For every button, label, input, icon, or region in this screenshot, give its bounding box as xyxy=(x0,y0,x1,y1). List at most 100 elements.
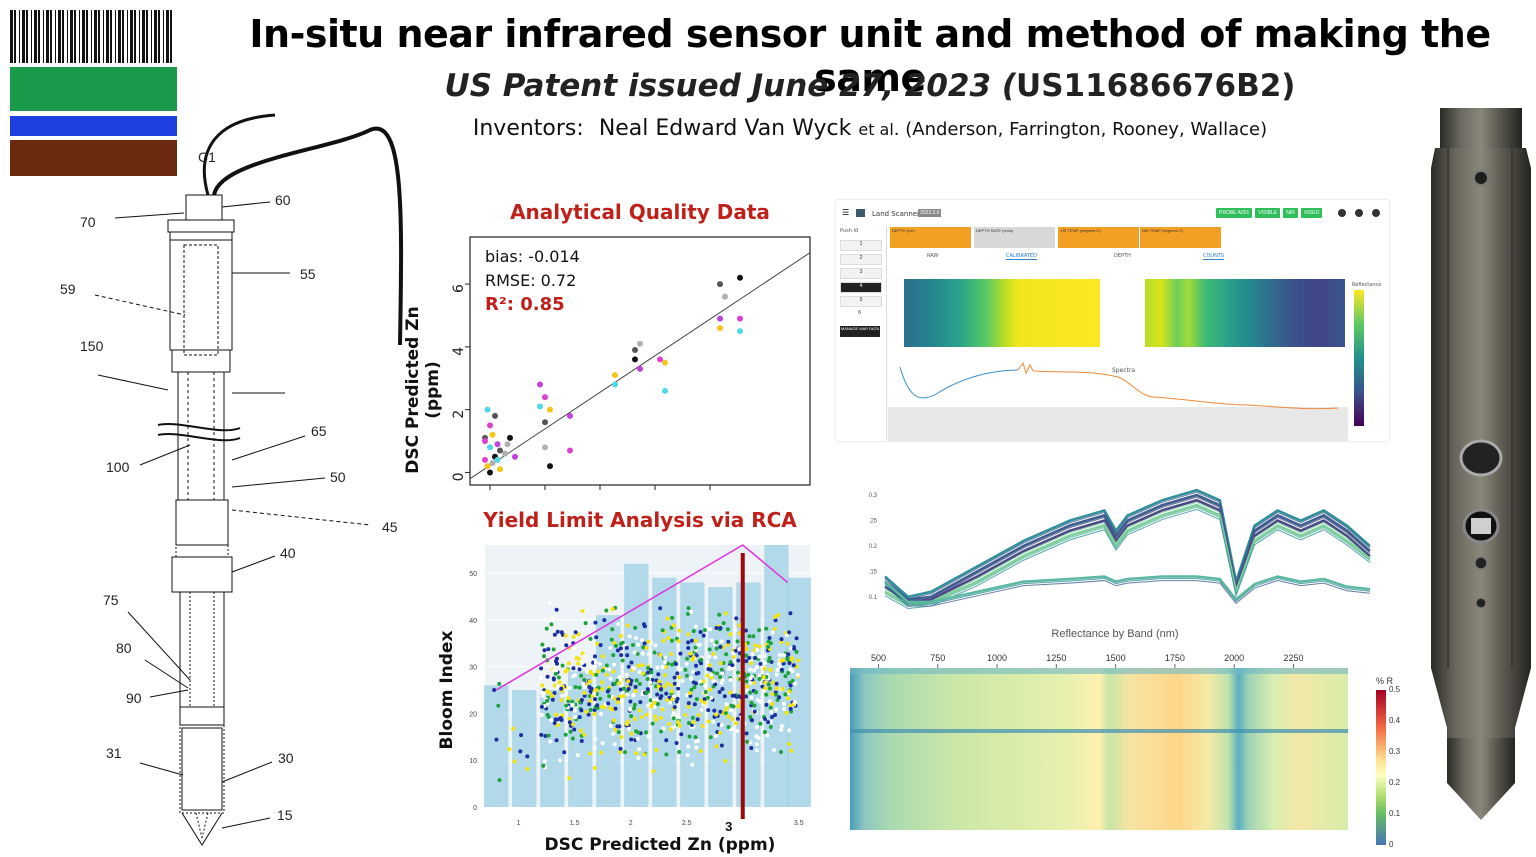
subtab-counts[interactable]: COUNTS xyxy=(1203,253,1225,260)
tab-depth[interactable]: DEPTH (cm) xyxy=(890,227,971,248)
data-point xyxy=(576,661,581,666)
data-point xyxy=(581,681,586,686)
data-point xyxy=(774,707,779,712)
push-item[interactable]: 3 xyxy=(840,268,882,279)
series-line xyxy=(884,498,1371,604)
tab-nir-temp[interactable]: NIR TEMP (degrees C) xyxy=(1140,227,1221,248)
data-point xyxy=(570,736,575,741)
probe-button[interactable]: PROBE A001 xyxy=(1216,208,1253,218)
subtab-calibrated[interactable]: CALIBRATED xyxy=(1006,253,1037,260)
push-item-selected[interactable]: 4 xyxy=(840,282,882,293)
data-point xyxy=(750,718,755,723)
data-point xyxy=(564,703,569,708)
data-point xyxy=(654,717,659,722)
video-button[interactable]: VIDEO xyxy=(1300,208,1323,218)
data-point xyxy=(771,680,776,685)
data-point xyxy=(606,701,611,706)
barcode-bar xyxy=(22,10,25,63)
data-point xyxy=(552,721,557,726)
data-point xyxy=(750,652,755,657)
push-item[interactable]: 5 xyxy=(840,296,882,307)
subtab-depth[interactable]: DEPTH xyxy=(1114,253,1131,259)
subtab-raw[interactable]: RAW xyxy=(927,253,939,259)
data-point xyxy=(542,419,548,426)
data-point xyxy=(762,653,767,658)
data-point xyxy=(747,656,752,661)
data-point xyxy=(732,693,737,698)
push-item[interactable]: 1 xyxy=(840,240,882,251)
colorbar-gradient xyxy=(1376,690,1386,845)
patent-number: US11686676B2) xyxy=(1016,68,1296,104)
visible-button[interactable]: VISIBLE xyxy=(1255,208,1281,218)
data-point xyxy=(702,700,707,705)
data-point xyxy=(748,740,753,745)
data-point xyxy=(689,609,694,614)
data-point xyxy=(567,686,572,691)
data-point xyxy=(787,728,792,733)
data-point xyxy=(693,638,698,643)
data-point xyxy=(770,701,775,706)
data-point xyxy=(758,721,763,726)
drawing-label: 40 xyxy=(280,545,296,561)
data-point xyxy=(690,762,695,767)
push-item[interactable]: 2 xyxy=(840,254,882,265)
data-point xyxy=(586,712,591,717)
data-point xyxy=(618,677,623,682)
dot-icon[interactable] xyxy=(1338,209,1346,217)
data-point xyxy=(542,648,547,653)
data-point xyxy=(487,422,493,429)
data-point xyxy=(694,671,699,676)
data-point xyxy=(762,666,767,671)
dot-icon[interactable] xyxy=(1355,209,1363,217)
data-point xyxy=(582,732,587,737)
patent-drawing: C1 70 60 55 59 150 100 65 50 45 40 75 80… xyxy=(60,113,404,846)
data-point xyxy=(744,694,749,699)
data-point xyxy=(620,640,625,645)
data-point xyxy=(713,733,718,738)
push-item[interactable]: 6 xyxy=(858,310,862,316)
nir-button[interactable]: NIR xyxy=(1283,208,1298,218)
data-point xyxy=(489,460,496,467)
data-point xyxy=(763,716,768,721)
data-point xyxy=(686,632,691,637)
data-point xyxy=(613,727,618,732)
y-tick-label: 0.2 xyxy=(869,544,878,550)
data-point xyxy=(652,714,657,719)
barcode-bar xyxy=(10,10,13,63)
data-point xyxy=(669,652,674,657)
data-point xyxy=(484,463,491,470)
data-point xyxy=(745,684,750,689)
data-point xyxy=(618,746,623,751)
data-point xyxy=(709,638,714,643)
data-point xyxy=(637,682,642,687)
data-point xyxy=(665,616,670,621)
data-point xyxy=(657,679,662,684)
data-point xyxy=(588,708,593,713)
data-point xyxy=(567,447,573,454)
barcode-bar xyxy=(46,10,49,63)
barcode-bar xyxy=(142,10,145,63)
data-point xyxy=(551,647,556,652)
inventor-name: Neal Edward Van Wyck xyxy=(598,116,852,141)
barcode-bar xyxy=(98,10,100,63)
y-tick-label: 40 xyxy=(469,618,477,625)
data-point xyxy=(598,643,603,648)
data-point xyxy=(644,712,649,717)
dot-icon[interactable] xyxy=(1372,209,1380,217)
x-tick-label: 1250 xyxy=(1046,653,1066,663)
series-line xyxy=(884,488,1371,599)
barcode-bar xyxy=(26,10,28,63)
data-point xyxy=(795,672,800,677)
data-point xyxy=(637,747,642,752)
data-point xyxy=(755,665,760,670)
drawing-label: 55 xyxy=(300,266,316,282)
menu-icon[interactable]: ☰ xyxy=(842,208,850,217)
data-point xyxy=(718,730,723,735)
data-point xyxy=(783,692,788,697)
tab-depth-rate[interactable]: DEPTH RATE (cm/s) xyxy=(974,227,1055,248)
data-point xyxy=(670,662,675,667)
barcode-bar xyxy=(122,10,124,63)
data-point xyxy=(559,630,564,635)
manage-map-button[interactable]: MANAGE MAP DATA xyxy=(840,326,880,337)
tab-vis-temp[interactable]: VIS TEMP (degrees C) xyxy=(1058,227,1139,248)
